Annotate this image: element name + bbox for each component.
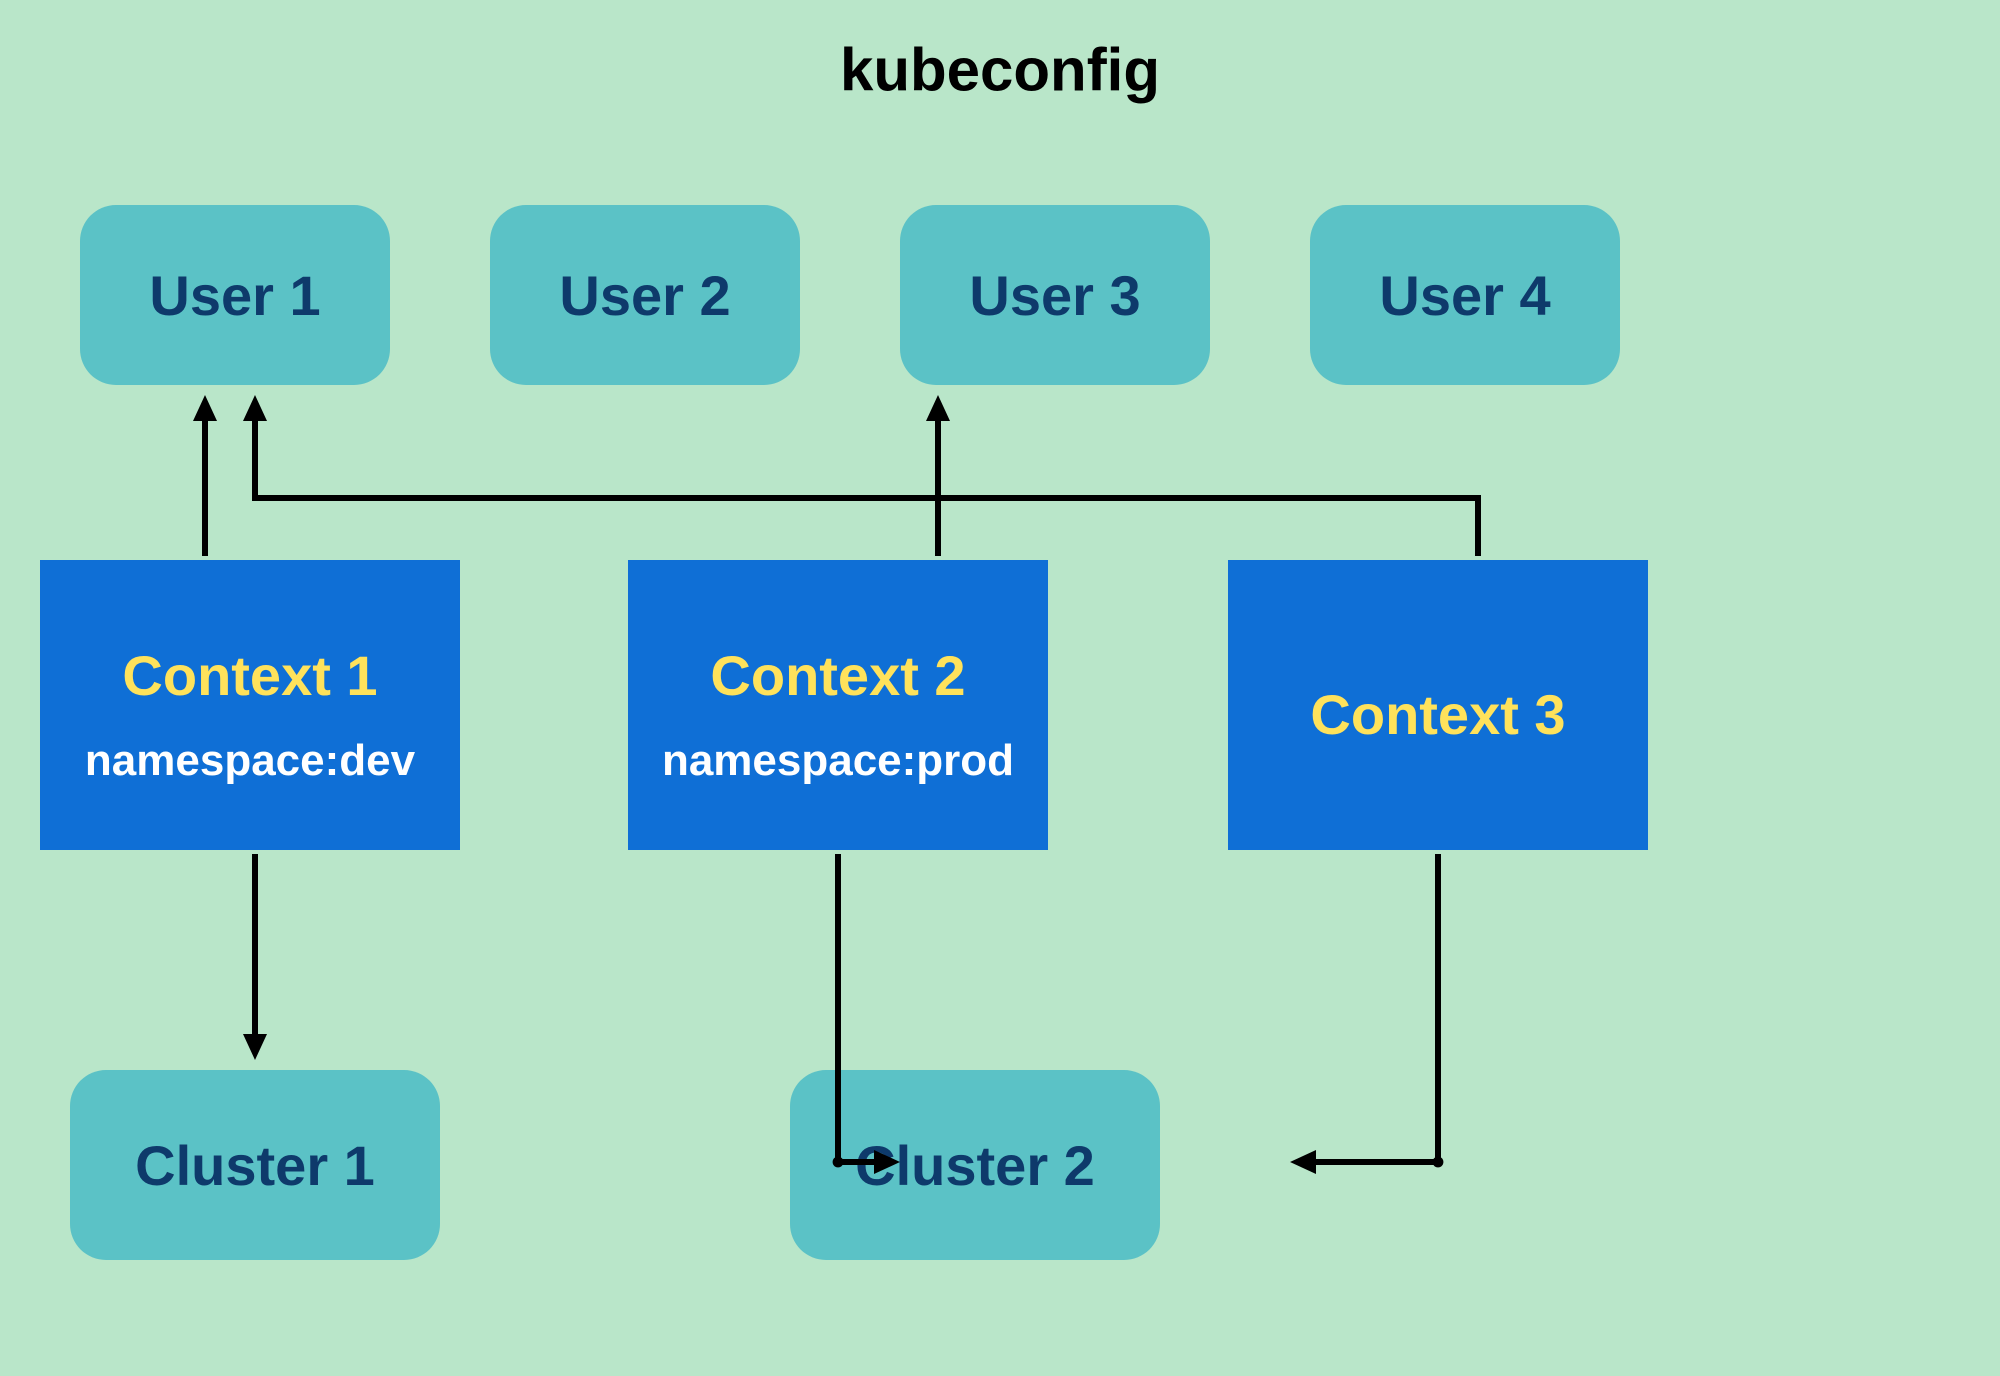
context-2-title: Context 2: [710, 643, 965, 708]
context-1: Context 1 namespace:dev: [40, 560, 460, 850]
user-3: User 3: [900, 205, 1210, 385]
context-3: Context 3: [1228, 560, 1648, 850]
user-4: User 4: [1310, 205, 1620, 385]
diagram-title: kubeconfig: [840, 36, 1160, 105]
cluster-2: Cluster 2: [790, 1070, 1160, 1260]
user-2-label: User 2: [559, 263, 730, 328]
context-2-subtitle: namespace:prod: [662, 736, 1014, 786]
e-c3-cl2: [1304, 854, 1438, 1162]
cluster-1-label: Cluster 1: [135, 1133, 375, 1198]
context-2: Context 2 namespace:prod: [628, 560, 1048, 850]
cluster-2-label: Cluster 2: [855, 1133, 1095, 1198]
user-3-label: User 3: [969, 263, 1140, 328]
user-2: User 2: [490, 205, 800, 385]
user-1-label: User 1: [149, 263, 320, 328]
cluster-1: Cluster 1: [70, 1070, 440, 1260]
context-1-title: Context 1: [122, 643, 377, 708]
context-3-title: Context 3: [1310, 682, 1565, 747]
user-1: User 1: [80, 205, 390, 385]
user-4-label: User 4: [1379, 263, 1550, 328]
context-1-subtitle: namespace:dev: [85, 736, 415, 786]
e-c3-u1: [255, 409, 1478, 556]
